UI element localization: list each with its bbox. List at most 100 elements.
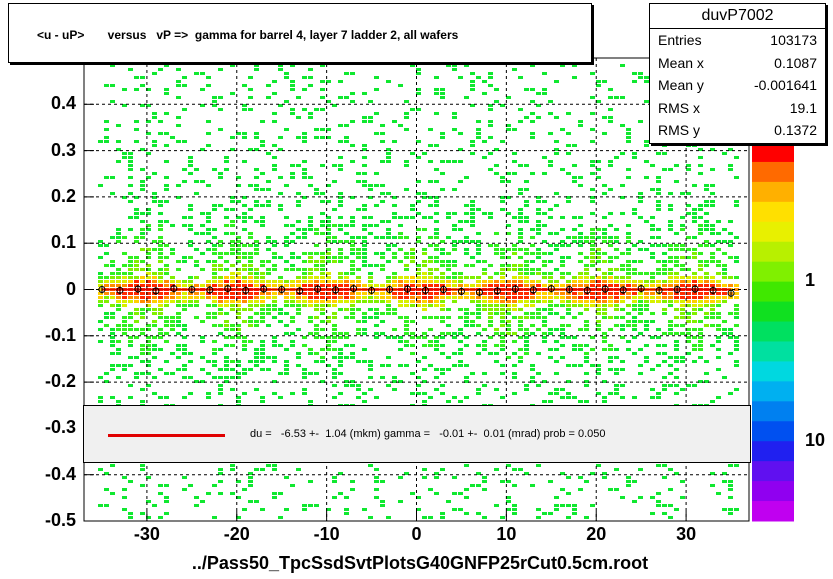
heatmap-cell — [464, 248, 469, 251]
heatmap-cell — [452, 332, 457, 335]
heatmap-cell — [272, 268, 277, 271]
heatmap-cell — [104, 372, 109, 375]
heatmap-cell — [140, 308, 145, 311]
heatmap-cell — [674, 272, 679, 275]
heatmap-cell — [578, 348, 583, 351]
heatmap-cell — [560, 504, 565, 507]
heatmap-cell — [416, 180, 421, 183]
heatmap-cell — [428, 260, 433, 263]
heatmap-cell — [104, 488, 109, 491]
heatmap-cell — [686, 336, 691, 339]
heatmap-cell — [230, 292, 235, 295]
heatmap-cell — [230, 248, 235, 251]
color-scale-step — [752, 421, 794, 442]
heatmap-cell — [734, 336, 739, 339]
heatmap-cell — [734, 316, 739, 319]
heatmap-cell — [284, 292, 289, 295]
heatmap-cell — [392, 120, 397, 123]
heatmap-cell — [374, 316, 379, 319]
heatmap-cell — [722, 268, 727, 271]
heatmap-cell — [572, 304, 577, 307]
heatmap-cell — [686, 284, 691, 287]
heatmap-cell — [410, 320, 415, 323]
heatmap-cell — [182, 368, 187, 371]
heatmap-cell — [242, 132, 247, 135]
heatmap-cell — [350, 296, 355, 299]
heatmap-cell — [416, 68, 421, 71]
heatmap-cell — [734, 348, 739, 351]
heatmap-cell — [584, 236, 589, 239]
heatmap-cell — [428, 144, 433, 147]
heatmap-cell — [626, 348, 631, 351]
heatmap-cell — [668, 320, 673, 323]
heatmap-cell — [404, 344, 409, 347]
heatmap-cell — [176, 344, 181, 347]
heatmap-cell — [290, 316, 295, 319]
heatmap-cell — [338, 284, 343, 287]
heatmap-cell — [572, 504, 577, 507]
heatmap-cell — [392, 140, 397, 143]
heatmap-cell — [440, 296, 445, 299]
heatmap-cell — [98, 400, 103, 403]
heatmap-cell — [404, 236, 409, 239]
heatmap-cell — [596, 364, 601, 367]
heatmap-cell — [344, 232, 349, 235]
heatmap-cell — [344, 496, 349, 499]
heatmap-cell — [110, 276, 115, 279]
heatmap-cell — [302, 232, 307, 235]
heatmap-cell — [308, 280, 313, 283]
heatmap-cell — [326, 80, 331, 83]
heatmap-cell — [182, 344, 187, 347]
heatmap-cell — [704, 280, 709, 283]
profile-point — [601, 285, 609, 293]
heatmap-cell — [218, 312, 223, 315]
heatmap-cell — [236, 200, 241, 203]
heatmap-cell — [392, 216, 397, 219]
profile-point — [673, 286, 681, 293]
heatmap-cell — [506, 500, 511, 503]
heatmap-cell — [380, 264, 385, 267]
heatmap-cell — [110, 344, 115, 347]
heatmap-cell — [440, 316, 445, 319]
heatmap-cell — [596, 80, 601, 83]
heatmap-cell — [620, 184, 625, 187]
heatmap-cell — [344, 380, 349, 383]
heatmap-cell — [344, 272, 349, 275]
heatmap-cell — [518, 216, 523, 219]
heatmap-cell — [290, 80, 295, 83]
heatmap-cell — [446, 64, 451, 67]
heatmap-cell — [440, 240, 445, 243]
heatmap-cell — [488, 152, 493, 155]
heatmap-cell — [512, 352, 517, 355]
heatmap-cell — [566, 172, 571, 175]
heatmap-cell — [380, 500, 385, 503]
heatmap-cell — [614, 96, 619, 99]
heatmap-cell — [632, 320, 637, 323]
heatmap-cell — [590, 284, 595, 287]
heatmap-cell — [236, 516, 241, 519]
heatmap-cell — [254, 284, 259, 287]
heatmap-cell — [164, 496, 169, 499]
heatmap-cell — [638, 496, 643, 499]
heatmap-cell — [614, 236, 619, 239]
heatmap-cell — [146, 344, 151, 347]
heatmap-cell — [416, 276, 421, 279]
heatmap-cell — [500, 292, 505, 295]
heatmap-cell — [584, 240, 589, 243]
profile-point — [727, 289, 735, 297]
heatmap-cell — [260, 220, 265, 223]
heatmap-cell — [254, 64, 259, 67]
heatmap-cell — [236, 372, 241, 375]
heatmap-cell — [578, 244, 583, 247]
heatmap-cell — [452, 364, 457, 367]
heatmap-cell — [332, 336, 337, 339]
heatmap-cell — [356, 172, 361, 175]
heatmap-cell — [350, 236, 355, 239]
heatmap-cell — [356, 332, 361, 335]
heatmap-cell — [662, 260, 667, 263]
heatmap-cell — [164, 280, 169, 283]
profile-point — [637, 285, 645, 293]
heatmap-cell — [626, 224, 631, 227]
heatmap-cell — [362, 296, 367, 299]
heatmap-cell — [380, 200, 385, 203]
